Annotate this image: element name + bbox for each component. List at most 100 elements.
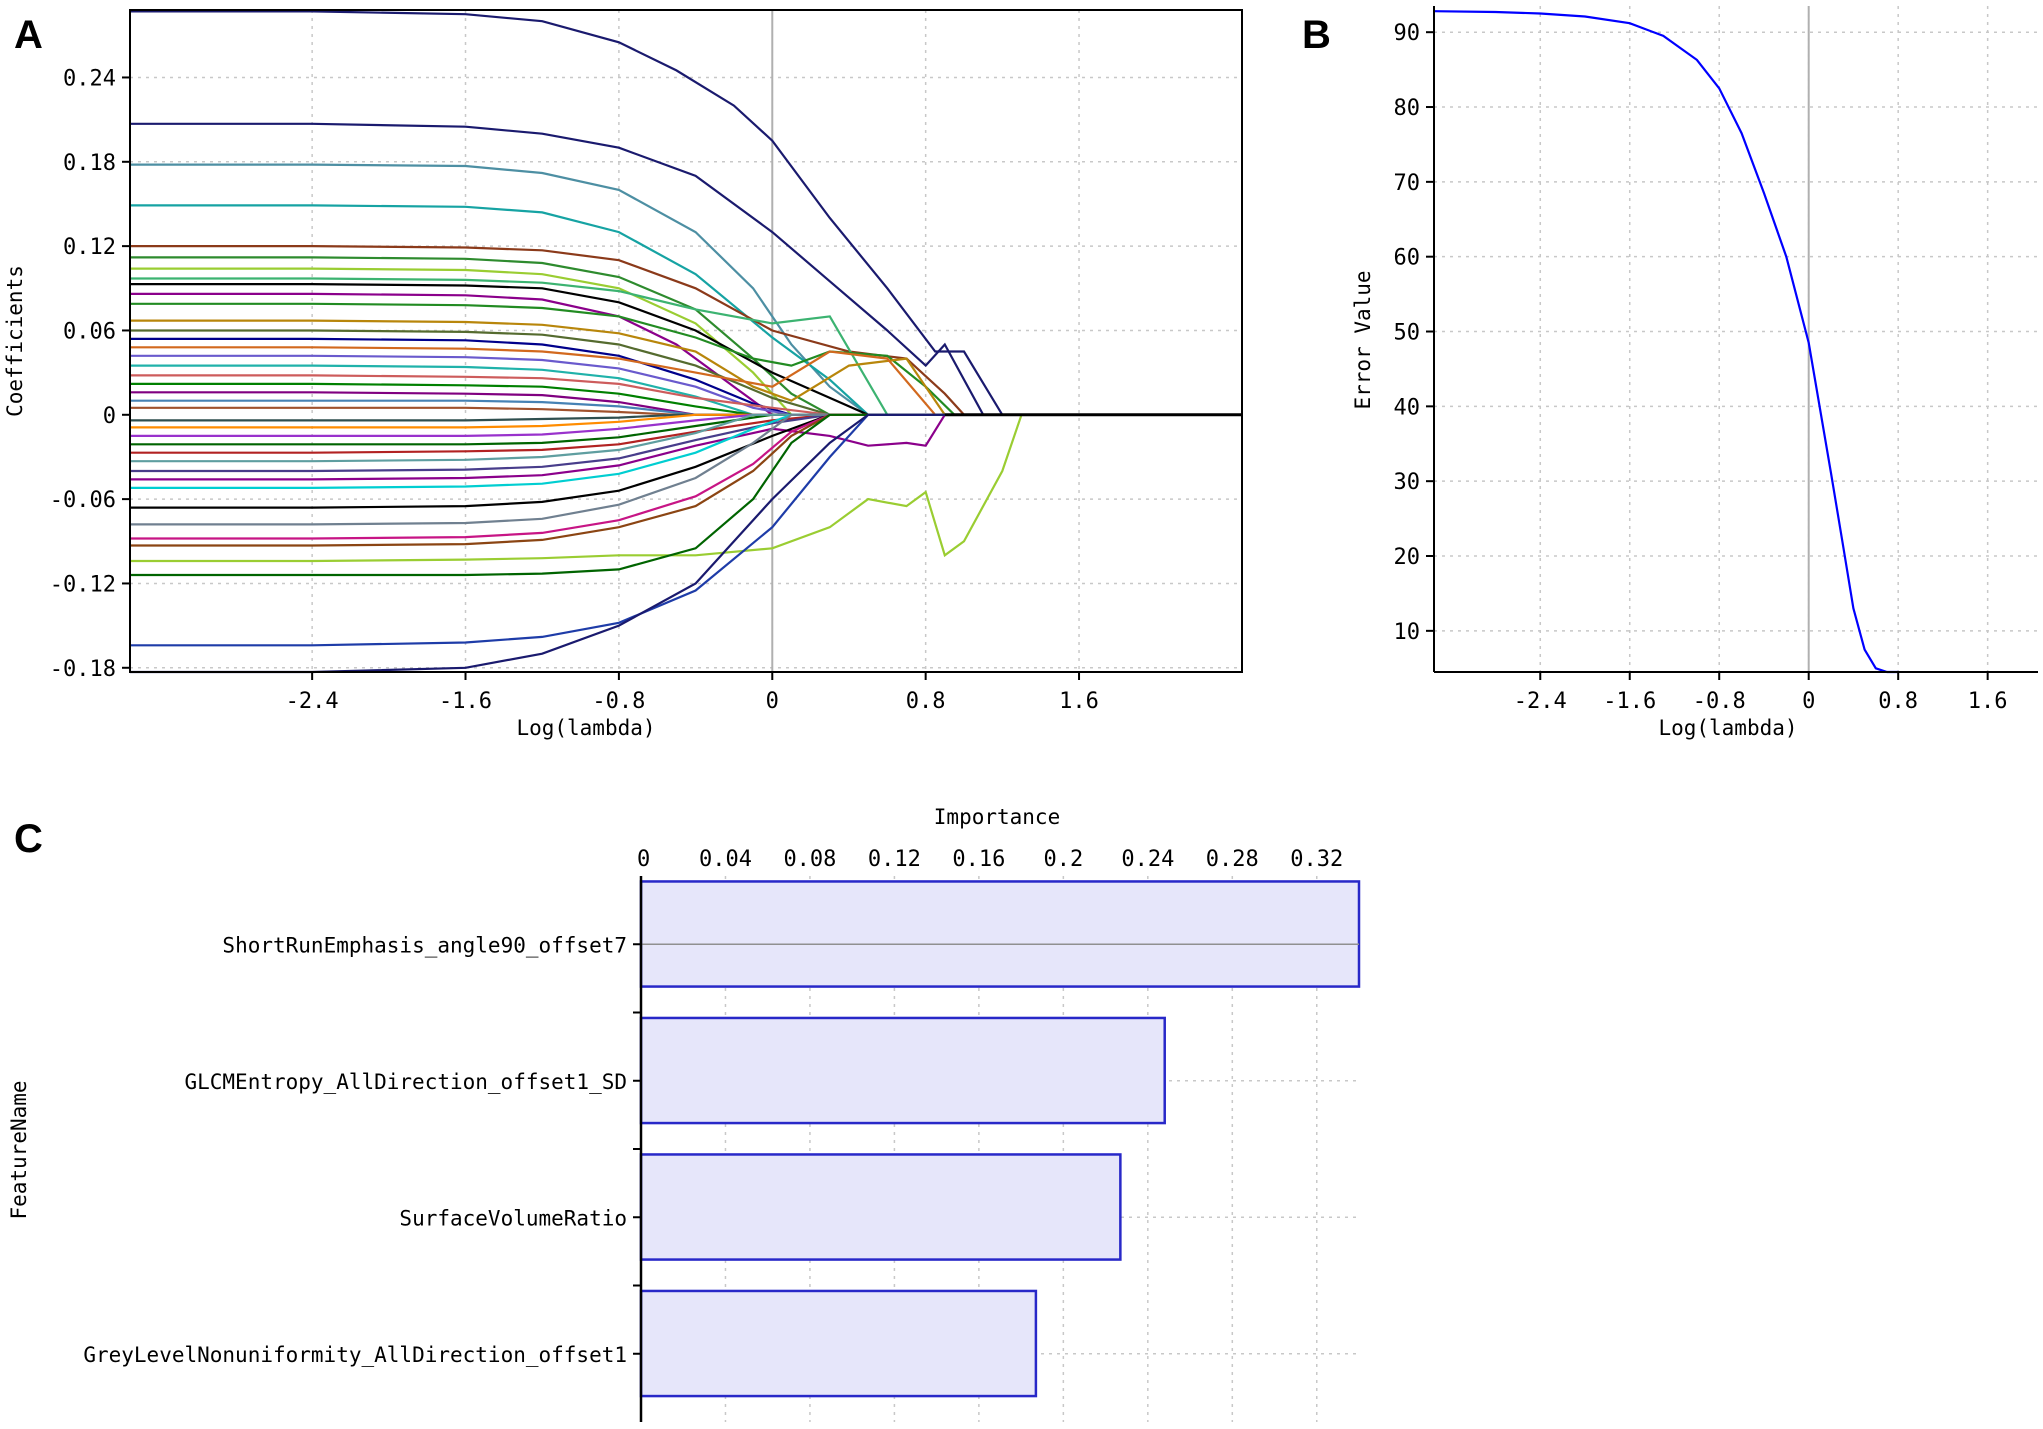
- a-x-axis-title: Log(lambda): [516, 716, 655, 740]
- a-y-tick-label: -0.12: [50, 572, 116, 597]
- error-curve-chart: -2.4 -1.6 -0.8 0 0.8 1.6 90 80 70 60 50 40 30 20 10 L…: [1351, 6, 2038, 740]
- c-x-tick-label: 0.04: [699, 847, 752, 872]
- a-y-tick-label: -0.06: [50, 488, 116, 513]
- b-x-axis-title: Log(lambda): [1658, 716, 1797, 740]
- c-category-label: SurfaceVolumeRatio: [399, 1206, 627, 1230]
- c-x-tick-label: 0.24: [1121, 847, 1174, 872]
- a-coefficient-path-39: [130, 413, 1242, 674]
- a-coefficient-path-35: [130, 413, 1242, 547]
- a-coefficient-path-18: [130, 374, 1242, 416]
- a-x-tick-label: 0: [766, 689, 779, 714]
- b-y-tick-label: 80: [1394, 96, 1421, 121]
- a-coefficient-path-12: [130, 319, 1242, 416]
- a-coefficient-path-32: [130, 413, 1242, 509]
- c-category-labels: ShortRunEmphasis_angle90_offset7 GLCMEntr…: [83, 933, 627, 1367]
- a-coefficient-path-37: [130, 413, 1242, 577]
- a-coefficient-path-14: [130, 337, 1242, 416]
- a-coefficient-path-3: [130, 163, 1242, 416]
- b-series-lines: [1433, 10, 1899, 674]
- a-coefficient-path-1: [130, 10, 1242, 416]
- c-x-tick-label: 0.32: [1290, 847, 1343, 872]
- c-x-ticks: 0 0.04 0.08 0.12 0.16 0.2 0.24 0.28 0.32: [637, 847, 1343, 872]
- c-category-label: ShortRunEmphasis_angle90_offset7: [222, 933, 627, 957]
- a-coefficient-path-23: [130, 413, 1242, 422]
- c-x-tick-label: 0: [637, 847, 650, 872]
- a-coefficient-path-15: [130, 346, 1242, 416]
- b-grid: [1434, 6, 2038, 672]
- c-x-tick-label: 0.16: [952, 847, 1005, 872]
- a-y-tick-label: 0.06: [63, 319, 116, 344]
- a-coefficient-path-6: [130, 256, 1242, 416]
- a-x-tick-label: -1.6: [439, 689, 492, 714]
- a-x-tick-label: 1.6: [1059, 689, 1099, 714]
- a-coefficient-path-5: [130, 245, 1242, 416]
- a-y-ticks: 0.24 0.18 0.12 0.06 0 -0.06 -0.12 -0.18: [50, 66, 130, 682]
- a-y-tick-label: 0: [103, 404, 116, 429]
- b-x-tick-label: -2.4: [1514, 689, 1567, 714]
- c-importance-bar: [639, 880, 1361, 988]
- b-y-tick-label: 50: [1394, 321, 1421, 346]
- a-coefficient-path-16: [130, 354, 1242, 416]
- a-series-lines: [130, 10, 1242, 674]
- a-coefficient-path-33: [130, 413, 1242, 526]
- b-y-tick-label: 70: [1394, 171, 1421, 196]
- b-x-tick-label: 0.8: [1878, 689, 1918, 714]
- b-x-tick-label: 0: [1802, 689, 1815, 714]
- a-grid: [130, 10, 1242, 672]
- c-x-tick-label: 0.12: [868, 847, 921, 872]
- a-coefficient-path-2: [130, 122, 1242, 416]
- a-coefficient-path-25: [130, 413, 1242, 437]
- c-bars: [639, 880, 1361, 1398]
- b-x-tick-label: -1.6: [1603, 689, 1656, 714]
- c-x-tick-label: 0.28: [1206, 847, 1259, 872]
- a-coefficient-path-4: [130, 204, 1242, 416]
- c-importance-bar: [639, 1016, 1166, 1125]
- b-x-tick-label: 1.6: [1968, 689, 2008, 714]
- panel-label-b: B: [1302, 13, 1331, 57]
- c-x-axis-title: Importance: [934, 805, 1060, 829]
- a-y-tick-label: 0.12: [63, 235, 116, 260]
- a-coefficient-path-9: [130, 283, 1242, 416]
- panel-label-c: C: [14, 817, 43, 861]
- a-x-tick-label: 0.8: [906, 689, 946, 714]
- b-y-ticks: 90 80 70 60 50 40 30 20 10: [1394, 21, 1434, 645]
- a-coefficient-path-28: [130, 413, 1242, 463]
- a-coefficient-path-8: [130, 277, 1242, 416]
- c-category-label: GreyLevelNonuniformity_AllDirection_offs…: [83, 1343, 627, 1367]
- c-axes: [633, 876, 643, 1422]
- b-x-tick-label: -0.8: [1693, 689, 1746, 714]
- a-x-tick-label: -0.8: [592, 689, 645, 714]
- c-x-tick-label: 0.2: [1043, 847, 1083, 872]
- c-category-label: GLCMEntropy_AllDirection_offset1_SD: [184, 1070, 627, 1094]
- a-coefficient-path-13: [130, 329, 1242, 416]
- a-y-tick-label: 0.24: [63, 66, 116, 91]
- a-x-ticks: -2.4 -1.6 -0.8 0 0.8 1.6: [286, 672, 1099, 714]
- c-importance-bar: [639, 1289, 1038, 1398]
- b-error-curve: [1433, 10, 1899, 674]
- a-y-tick-label: 0.18: [63, 151, 116, 176]
- b-y-tick-label: 40: [1394, 395, 1421, 420]
- b-y-tick-label: 90: [1394, 21, 1421, 46]
- a-y-axis-title: Coefficients: [3, 265, 27, 417]
- a-coefficient-path-24: [130, 413, 1242, 429]
- b-y-tick-label: 60: [1394, 246, 1421, 271]
- a-coefficient-path-17: [130, 364, 1242, 416]
- b-axes: [1433, 6, 2038, 673]
- b-y-tick-label: 10: [1394, 620, 1421, 645]
- c-importance-bar: [639, 1153, 1122, 1261]
- a-coefficient-path-26: [130, 413, 1242, 446]
- a-coefficient-path-19: [130, 382, 1242, 416]
- a-coefficient-path-38: [130, 413, 1242, 647]
- a-x-tick-label: -2.4: [286, 689, 339, 714]
- a-coefficient-path-34: [130, 413, 1242, 540]
- b-y-tick-label: 20: [1394, 545, 1421, 570]
- a-coefficient-path-31: [130, 413, 1242, 489]
- feature-importance-chart: 0 0.04 0.08 0.12 0.16 0.2 0.24 0.28 0.32 ShortRu…: [7, 805, 1361, 1422]
- a-plot-frame: [129, 9, 1243, 673]
- c-y-axis-title: FeatureName: [7, 1080, 31, 1219]
- a-coefficient-path-29: [130, 413, 1242, 473]
- b-y-tick-label: 30: [1394, 470, 1421, 495]
- panel-label-a: A: [14, 13, 43, 57]
- c-x-tick-label: 0.08: [783, 847, 836, 872]
- a-y-tick-label: -0.18: [50, 657, 116, 682]
